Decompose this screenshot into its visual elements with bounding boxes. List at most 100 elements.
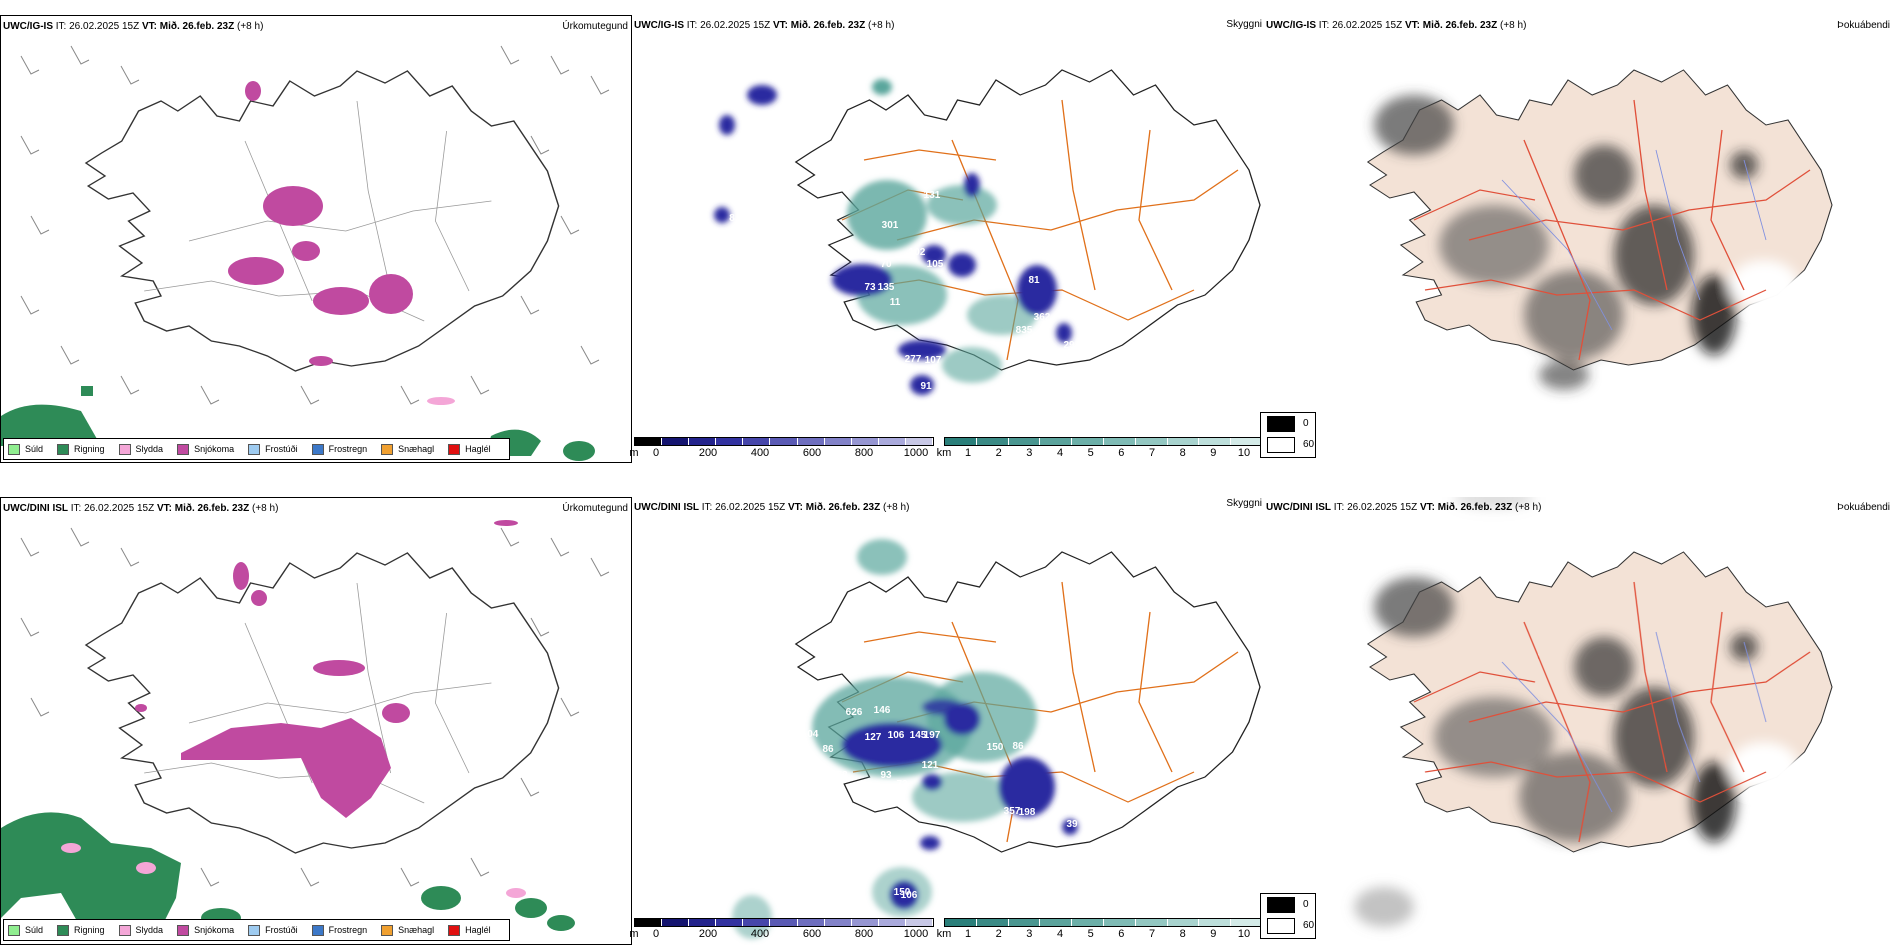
rain-areas: [1, 386, 595, 461]
colorbar-tick: 1000: [903, 928, 929, 940]
colorbar-box: [743, 919, 771, 926]
fog-label-igis: Þokuábendi: [1837, 20, 1890, 31]
legend-label: Haglél: [465, 925, 491, 935]
colorbar-box: [1231, 438, 1263, 445]
colorbar-ticks: km 1 2 3 4 5 6 7 8 9 10: [937, 928, 1264, 942]
colorbar-box: [689, 919, 717, 926]
visibility-value-label: 78: [836, 770, 848, 781]
fog-legend-row: 0: [1261, 413, 1315, 434]
visibility-value-label: 102: [909, 247, 926, 258]
colorbar-box: [824, 438, 852, 445]
colorbar-box: [797, 438, 825, 445]
colorbar-box: [1008, 438, 1041, 445]
colorbar-box: [1040, 438, 1073, 445]
legend-swatch: [311, 924, 324, 936]
fog-label-dini: Þokuábendi: [1837, 502, 1890, 513]
fog-legend-igis: 0 60: [1260, 412, 1316, 458]
colorbar-box: [1199, 438, 1232, 445]
visibility-value-label: 73: [896, 779, 908, 790]
visibility-value-label: 835: [1016, 325, 1033, 336]
colorbar-boxes: [634, 437, 934, 446]
fog-legend-row: 60: [1261, 434, 1315, 455]
visibility-value-label: 301: [882, 220, 899, 231]
colorbar-tick: 600: [802, 928, 822, 940]
fog-legend-row: 0: [1261, 894, 1315, 915]
colorbar-tick: 1000: [903, 447, 929, 459]
legend-item: Haglél: [448, 924, 491, 936]
colorbar-box: [905, 919, 934, 926]
legend-swatch: [381, 443, 394, 455]
fog-panel-igis: UWC/IG-IS IT: 26.02.2025 15Z VT: Mið. 26…: [1260, 15, 1900, 463]
visibility-value-label: 127: [865, 732, 882, 743]
colorbar-box: [662, 919, 690, 926]
precip-title-dini: UWC/DINI ISL IT: 26.02.2025 15Z VT: Mið.…: [3, 503, 279, 514]
visibility-value-label: 107: [925, 355, 942, 366]
precip-type-label-dini: Úrkomutegund: [562, 503, 628, 514]
colorbar-boxes: [944, 437, 1264, 446]
fog-legend-dini: 0 60: [1260, 893, 1316, 939]
visibility-value-label: 73: [864, 282, 876, 293]
legend-label: Rigning: [74, 925, 105, 935]
legend-label: Slydda: [135, 444, 164, 454]
visibility-value-label: 10: [778, 620, 790, 631]
legend-swatch: [8, 443, 20, 455]
colorbar-tick: 8: [1179, 447, 1186, 459]
colorbar-box: [770, 919, 798, 926]
snow-areas: [228, 81, 413, 366]
visibility-label-igis: Skyggni: [1226, 19, 1262, 30]
colorbar-unit: km: [936, 447, 952, 459]
fog-legend-swatch: [1267, 917, 1295, 934]
visibility-value-label: 106: [901, 890, 918, 901]
colorbar-box: [716, 438, 744, 445]
colorbar-box: [824, 919, 852, 926]
colorbar-tick: 2: [995, 447, 1002, 459]
colorbar-tick: 2: [995, 928, 1002, 940]
meters-colorbar-dini: m 0 200 400 600 800 1000: [629, 918, 934, 950]
legend-label: Snæhagl: [398, 444, 435, 454]
legend-label: Frostregn: [328, 925, 368, 935]
fog-map-igis: [1367, 69, 1833, 390]
visibility-value-label: 121: [922, 760, 939, 771]
precip-legend-dini: Súld Rigning Slydda Snjókoma Frostúði Frostre…: [3, 919, 510, 941]
visibility-value-label: 93: [880, 770, 892, 781]
colorbar-ticks: m 0 200 400 600 800 1000: [629, 928, 934, 942]
legend-label: Slydda: [135, 925, 164, 935]
visibility-value-label: 272: [912, 603, 929, 614]
legend-swatch: [448, 924, 461, 936]
visibility-value-label: 70: [880, 259, 892, 270]
visibility-value-label: 277: [905, 354, 922, 365]
colorbar-box: [905, 438, 934, 445]
precip-panel-igis: UWC/IG-IS IT: 26.02.2025 15Z VT: Mið. 26…: [0, 15, 632, 463]
colorbar-unit: m: [629, 447, 639, 459]
legend-swatch: [248, 924, 261, 936]
colorbar-tick: 5: [1087, 928, 1094, 940]
colorbar-tick: 600: [802, 447, 822, 459]
fog-legend-value: 0: [1303, 899, 1309, 910]
visibility-value-label: 197: [924, 730, 941, 741]
wind-barbs: [20, 527, 610, 887]
legend-swatch: [248, 443, 261, 455]
legend-label: Snjókoma: [194, 925, 235, 935]
legend-item: Frostregn: [311, 443, 367, 455]
legend-item: Frostúði: [248, 924, 298, 936]
km-colorbar-igis: km 1 2 3 4 5 6 7 8 9 10: [937, 437, 1264, 469]
legend-item: Súld: [8, 924, 43, 936]
colorbar-box: [635, 438, 663, 445]
colorbar-tick: 400: [750, 447, 770, 459]
colorbar-box: [716, 919, 744, 926]
colorbar-box: [1040, 919, 1073, 926]
colorbar-box: [635, 919, 663, 926]
legend-item: Haglél: [448, 443, 491, 455]
km-colorbar-dini: km 1 2 3 4 5 6 7 8 9 10: [937, 918, 1264, 950]
precip-panel-dini: UWC/DINI ISL IT: 26.02.2025 15Z VT: Mið.…: [0, 497, 632, 945]
precip-map-dini: [1, 520, 610, 931]
legend-label: Frostúði: [265, 444, 298, 454]
legend-swatch: [57, 443, 70, 455]
colorbar-tick: 3: [1026, 928, 1033, 940]
colorbar-tick: 6: [1118, 928, 1125, 940]
colorbar-box: [797, 919, 825, 926]
roads: [144, 582, 492, 804]
colorbar-tick: 1: [964, 447, 972, 459]
